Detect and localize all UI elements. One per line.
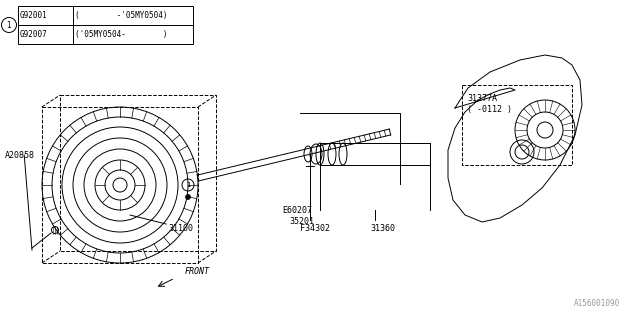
Text: E60207: E60207 [282, 206, 312, 215]
Text: ('05MY0504-        ): ('05MY0504- ) [75, 30, 168, 39]
Text: 31100: 31100 [168, 224, 193, 233]
Text: 35201: 35201 [289, 217, 314, 226]
Text: ( -0112 ): ( -0112 ) [467, 105, 512, 114]
Circle shape [186, 195, 191, 199]
Text: 31360: 31360 [370, 224, 395, 233]
Bar [462, 85, 572, 165]
Text: 1: 1 [186, 182, 190, 188]
Text: 1: 1 [6, 20, 12, 29]
Text: A156001090: A156001090 [573, 299, 620, 308]
Text: 31377A: 31377A [467, 94, 497, 103]
Text: A20858: A20858 [5, 150, 35, 159]
Text: F34302: F34302 [300, 224, 330, 233]
Bar [18, 6, 193, 44]
Text: G92001: G92001 [20, 11, 48, 20]
Text: G92007: G92007 [20, 30, 48, 39]
Text: (        -'05MY0504): ( -'05MY0504) [75, 11, 168, 20]
Text: FRONT: FRONT [185, 268, 210, 276]
